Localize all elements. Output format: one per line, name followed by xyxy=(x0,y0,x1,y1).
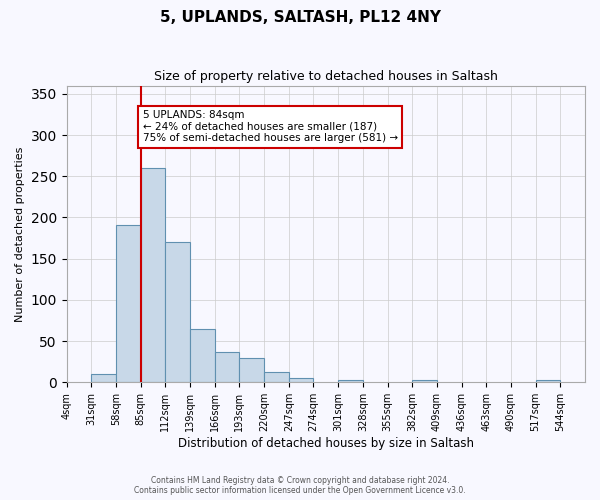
Text: 5, UPLANDS, SALTASH, PL12 4NY: 5, UPLANDS, SALTASH, PL12 4NY xyxy=(160,10,440,25)
X-axis label: Distribution of detached houses by size in Saltash: Distribution of detached houses by size … xyxy=(178,437,474,450)
Bar xyxy=(141,168,166,382)
Bar xyxy=(166,242,190,382)
Bar xyxy=(338,380,363,382)
Bar xyxy=(412,380,437,382)
Bar xyxy=(289,378,313,382)
Y-axis label: Number of detached properties: Number of detached properties xyxy=(15,146,25,322)
Bar xyxy=(215,352,239,382)
Bar xyxy=(239,358,264,382)
Title: Size of property relative to detached houses in Saltash: Size of property relative to detached ho… xyxy=(154,70,498,83)
Bar xyxy=(116,225,141,382)
Bar xyxy=(536,380,560,382)
Text: 5 UPLANDS: 84sqm
← 24% of detached houses are smaller (187)
75% of semi-detached: 5 UPLANDS: 84sqm ← 24% of detached house… xyxy=(143,110,398,144)
Bar xyxy=(91,374,116,382)
Text: Contains HM Land Registry data © Crown copyright and database right 2024.
Contai: Contains HM Land Registry data © Crown c… xyxy=(134,476,466,495)
Bar xyxy=(264,372,289,382)
Bar xyxy=(190,329,215,382)
